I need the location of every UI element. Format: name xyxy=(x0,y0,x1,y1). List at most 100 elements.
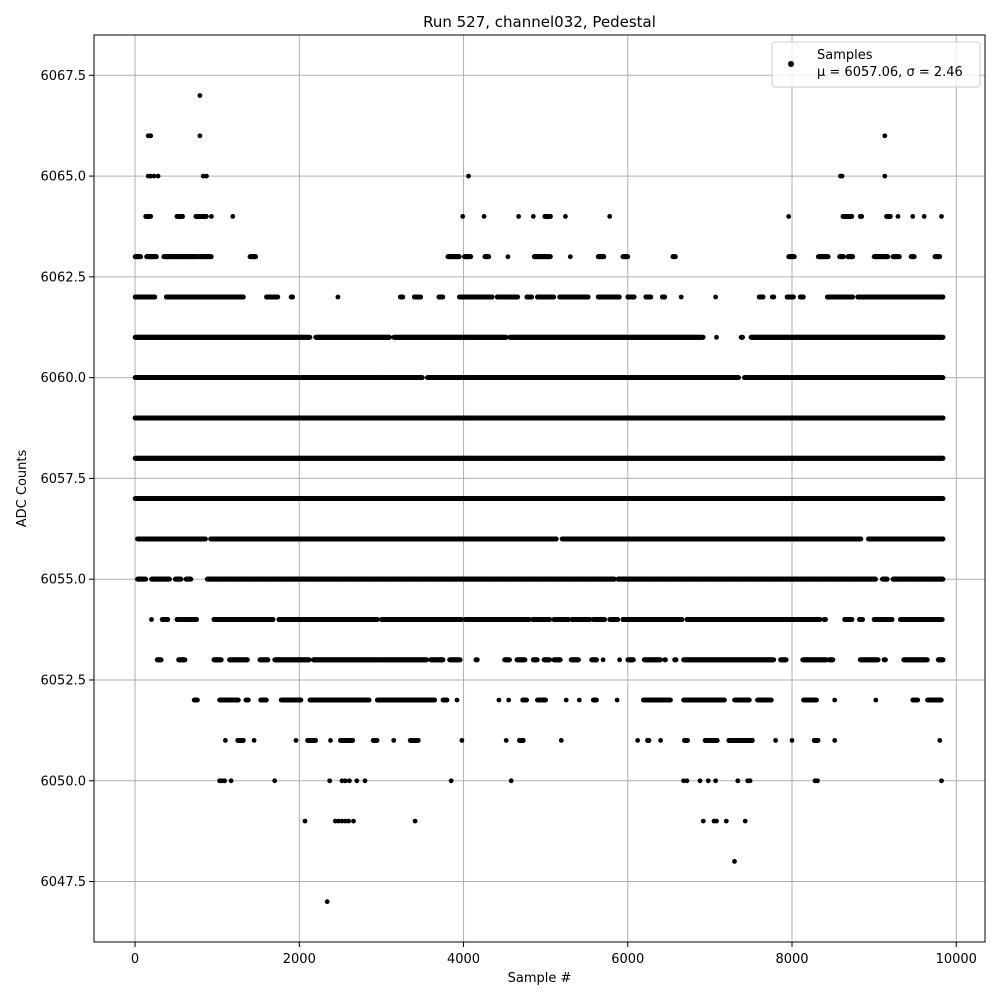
data-point xyxy=(940,657,946,663)
data-point xyxy=(354,778,360,784)
data-point xyxy=(735,778,741,784)
data-point xyxy=(241,738,246,743)
grid-layer xyxy=(94,35,985,942)
data-point xyxy=(236,697,241,703)
data-point xyxy=(415,738,421,743)
points-layer xyxy=(132,93,946,905)
data-point xyxy=(814,697,819,703)
data-point xyxy=(617,657,622,663)
data-point xyxy=(614,697,620,703)
data-point xyxy=(915,697,921,703)
data-point xyxy=(342,778,348,784)
data-point xyxy=(327,778,333,784)
data-point xyxy=(347,778,352,784)
data-point xyxy=(750,738,755,743)
data-point xyxy=(218,657,224,663)
data-point xyxy=(195,697,200,703)
data-point xyxy=(245,657,250,663)
data-point xyxy=(524,697,529,703)
data-point xyxy=(815,738,821,743)
data-point xyxy=(875,657,881,663)
data-point xyxy=(939,778,944,784)
data-point xyxy=(391,738,397,743)
data-point xyxy=(658,657,663,663)
data-point xyxy=(366,697,372,703)
data-point xyxy=(773,738,778,743)
data-point xyxy=(714,818,719,824)
data-point xyxy=(663,657,668,663)
data-point xyxy=(789,738,795,743)
data-point xyxy=(873,697,879,703)
data-point xyxy=(883,657,888,663)
data-point xyxy=(306,657,312,663)
data-point xyxy=(328,738,333,743)
data-point xyxy=(646,738,652,743)
data-point xyxy=(270,617,276,622)
data-point xyxy=(594,697,599,703)
data-point xyxy=(374,738,380,743)
data-point xyxy=(272,778,278,784)
data-point xyxy=(298,697,304,703)
data-point xyxy=(222,778,228,784)
data-point xyxy=(547,657,553,663)
data-point xyxy=(246,697,251,703)
data-point xyxy=(265,657,271,663)
data-point xyxy=(457,657,463,663)
data-point xyxy=(412,818,418,824)
data-point xyxy=(635,738,640,743)
data-point xyxy=(223,738,228,743)
data-point xyxy=(783,657,789,663)
data-point xyxy=(705,778,711,784)
data-point xyxy=(158,657,164,663)
data-point xyxy=(563,697,569,703)
data-point xyxy=(474,657,480,663)
data-point xyxy=(937,738,943,743)
data-point xyxy=(424,657,429,663)
data-point xyxy=(557,657,563,663)
data-point xyxy=(685,738,690,743)
data-point xyxy=(576,657,581,663)
data-point xyxy=(746,697,752,703)
data-point xyxy=(520,738,526,743)
data-point xyxy=(742,818,748,824)
data-point xyxy=(165,617,171,622)
data-point xyxy=(506,697,512,703)
data-point xyxy=(448,778,454,784)
data-point xyxy=(558,738,564,743)
data-point xyxy=(576,697,582,703)
data-point xyxy=(714,738,720,743)
data-point xyxy=(631,657,636,663)
data-point xyxy=(350,738,356,743)
data-point xyxy=(832,738,838,743)
data-point xyxy=(149,617,154,622)
data-point xyxy=(507,657,512,663)
data-point xyxy=(534,657,540,663)
data-point xyxy=(374,617,380,622)
data-point xyxy=(658,738,663,743)
data-point xyxy=(351,818,356,824)
data-point xyxy=(444,697,450,703)
data-point xyxy=(362,778,368,784)
data-point xyxy=(302,818,308,824)
data-point xyxy=(594,657,599,663)
data-point xyxy=(346,818,351,824)
data-point xyxy=(293,738,299,743)
data-point xyxy=(459,738,465,743)
data-point xyxy=(673,657,679,663)
data-point xyxy=(503,738,509,743)
data-point xyxy=(313,738,318,743)
data-point xyxy=(228,778,234,784)
data-point xyxy=(264,697,269,703)
data-point xyxy=(723,818,729,824)
data-point xyxy=(815,778,820,784)
data-point xyxy=(771,657,777,663)
data-point xyxy=(182,657,188,663)
data-point xyxy=(600,657,606,663)
data-point xyxy=(522,657,528,663)
data-point xyxy=(668,697,673,703)
data-point xyxy=(732,859,737,864)
data-point xyxy=(832,697,838,703)
data-point xyxy=(925,657,930,663)
